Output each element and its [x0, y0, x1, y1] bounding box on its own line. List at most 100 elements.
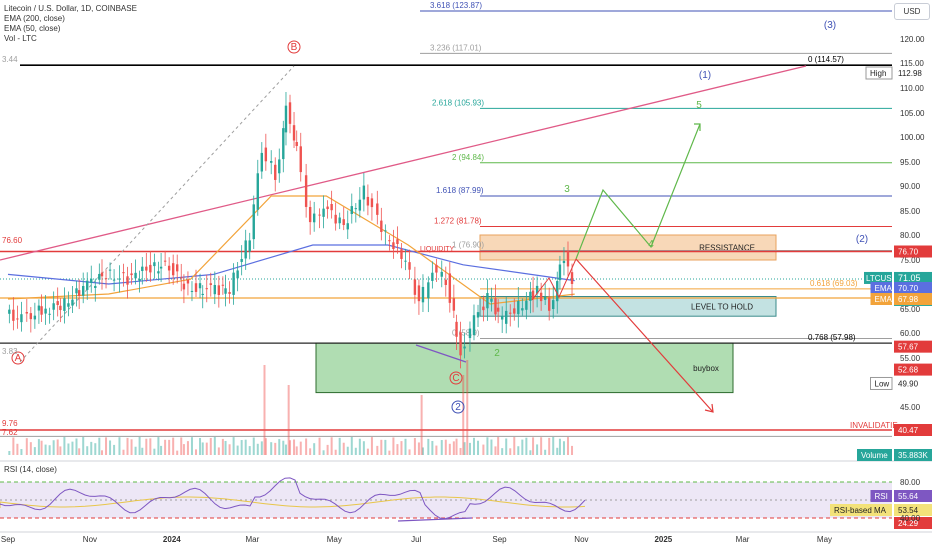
- candle: [376, 190, 379, 225]
- candle: [33, 302, 37, 329]
- volume-bar: [513, 437, 516, 455]
- volume-bar: [105, 437, 108, 455]
- candle: [431, 261, 434, 289]
- volume-bar: [221, 438, 224, 455]
- volume-bar: [217, 447, 220, 455]
- candle-body: [134, 272, 137, 279]
- badge-label: Low: [875, 379, 890, 388]
- volume-bar: [295, 446, 298, 455]
- candle: [25, 298, 29, 322]
- time-tick: Sep: [1, 535, 16, 544]
- volume-bar: [153, 448, 156, 455]
- candle-body: [138, 278, 141, 281]
- candle-body: [153, 262, 156, 267]
- badge-value-bg: [894, 67, 932, 79]
- price-badge: 40.47: [894, 424, 932, 436]
- volume-bar: [459, 447, 462, 455]
- volume-bar: [205, 442, 208, 455]
- badge-label: RSI: [875, 492, 888, 501]
- candle-body: [543, 296, 547, 300]
- candle-body: [25, 312, 29, 314]
- candle: [308, 200, 312, 235]
- volume-bar: [149, 438, 152, 455]
- volume-bar: [56, 439, 59, 455]
- volume-bar: [176, 450, 179, 455]
- candle-body: [232, 272, 235, 295]
- volume-bar: [228, 444, 231, 455]
- candle: [517, 287, 520, 328]
- candle-body: [312, 213, 316, 223]
- badge-value-bg: [894, 517, 932, 529]
- chart-legend: Litecoin / U.S. Dollar, 1D, COINBASE EMA…: [4, 4, 137, 44]
- volume-bar: [501, 448, 504, 455]
- badge-value: 49.90: [898, 379, 919, 388]
- candle: [490, 287, 493, 312]
- candle-body: [427, 282, 430, 299]
- candle-body: [455, 321, 458, 337]
- candle-body: [33, 315, 37, 320]
- candle: [141, 257, 144, 285]
- badge-value: 67.98: [898, 295, 919, 304]
- volume-bar: [75, 438, 78, 455]
- candle-body: [248, 240, 251, 252]
- volume-bar: [408, 449, 411, 455]
- candle-body: [350, 206, 353, 215]
- candle: [63, 287, 66, 324]
- volume-bar: [388, 450, 391, 455]
- volume-bar: [384, 439, 387, 455]
- price-tick: 105.00: [900, 109, 925, 118]
- time-tick: 2025: [654, 535, 672, 544]
- candle: [182, 274, 186, 304]
- volume-bar: [16, 443, 19, 455]
- volume-bar: [562, 441, 565, 455]
- candle: [292, 112, 296, 148]
- price-tick: 65.00: [900, 305, 921, 314]
- ema50-line: [7, 195, 575, 305]
- candle-body: [288, 102, 292, 124]
- volume-bar: [8, 451, 11, 455]
- fib-label: 3.618 (123.87): [430, 1, 482, 10]
- candle-body: [476, 312, 480, 318]
- candle-body: [56, 301, 59, 305]
- volume-bar: [12, 437, 15, 455]
- candle-body: [417, 285, 421, 302]
- candle: [56, 287, 59, 317]
- candle: [134, 259, 137, 285]
- candle-body: [217, 285, 221, 295]
- candle-body: [201, 293, 204, 295]
- candle: [370, 193, 374, 221]
- fib-label: 1 (76.90): [452, 241, 484, 250]
- candle: [354, 203, 358, 223]
- candle-body: [236, 270, 239, 279]
- candle-body: [468, 328, 472, 339]
- candle-body: [221, 284, 225, 286]
- volume-bar: [509, 448, 512, 455]
- badge-value-bg: [894, 363, 932, 376]
- volume-bar: [130, 439, 133, 455]
- candle: [118, 265, 121, 293]
- currency-button[interactable]: USD: [894, 3, 930, 20]
- candle: [358, 187, 362, 218]
- badge-value: 71.05: [898, 273, 921, 283]
- candle-body: [126, 276, 129, 285]
- candle: [396, 226, 399, 254]
- badge-label: EMA: [875, 284, 893, 293]
- volume-spike: [420, 395, 423, 455]
- candle-body: [90, 278, 93, 283]
- volume-bar: [318, 437, 321, 455]
- candle-body: [205, 288, 208, 290]
- candle-body: [190, 290, 194, 292]
- volume-bar: [427, 438, 430, 455]
- candle: [444, 266, 447, 297]
- candle: [20, 301, 23, 332]
- candle: [159, 253, 163, 282]
- volume-bar: [548, 437, 551, 455]
- badge-value: 53.54: [898, 506, 919, 515]
- volume-bar: [44, 444, 47, 455]
- volume-bar: [417, 442, 420, 455]
- candle: [342, 206, 345, 231]
- volume-bar: [270, 442, 273, 455]
- time-tick: Mar: [736, 535, 750, 544]
- volume-bar: [370, 437, 373, 455]
